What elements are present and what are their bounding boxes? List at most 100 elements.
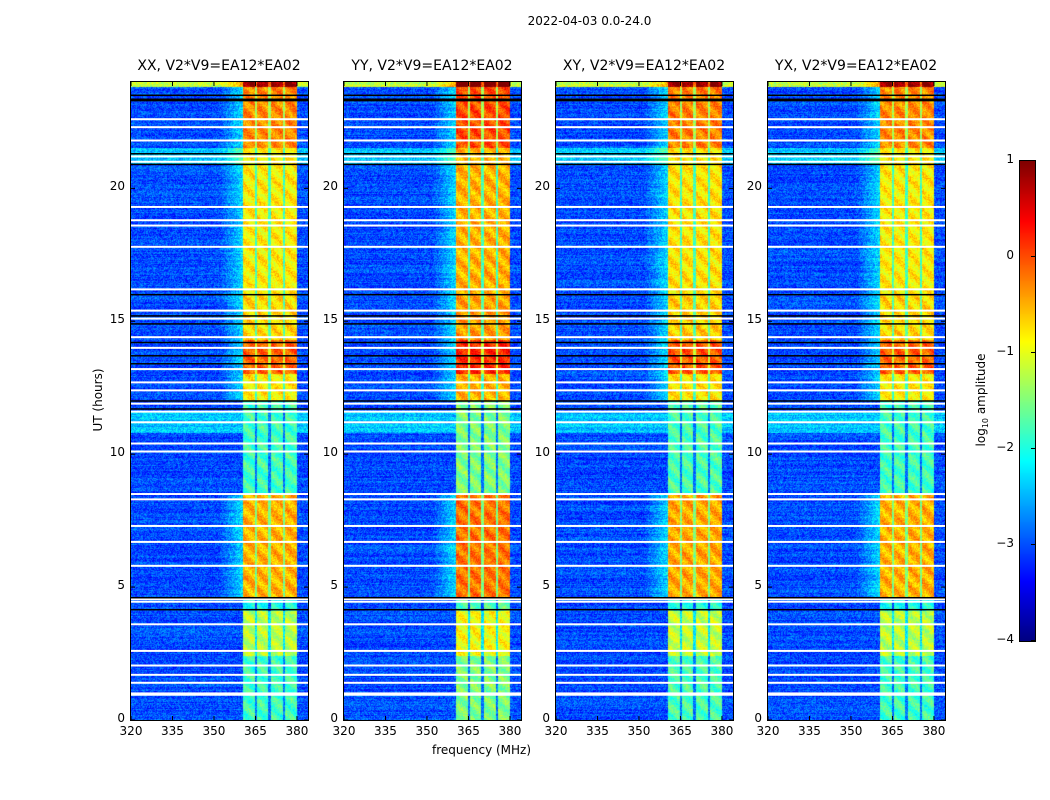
flagged-row-black — [344, 153, 521, 155]
flagged-row-black — [344, 363, 521, 365]
y-tick-label: 10 — [109, 445, 125, 460]
flagged-row-white — [344, 623, 521, 626]
heatmap-panel-2 — [555, 81, 734, 721]
flagged-row-white — [768, 664, 945, 667]
heatmap-panel-3 — [767, 81, 946, 721]
flagged-row-white — [556, 288, 733, 291]
flagged-row-white — [768, 346, 945, 349]
colorbar-tick-label: −1 — [996, 344, 1014, 358]
flagged-row-black — [344, 400, 521, 402]
flagged-row-white — [344, 126, 521, 129]
y-tick-label: 15 — [534, 312, 550, 327]
flagged-row-black — [131, 98, 308, 101]
flagged-row-white — [131, 346, 308, 349]
flagged-row-white — [344, 389, 521, 392]
flagged-row-white — [556, 664, 733, 667]
flagged-row-white — [768, 126, 945, 129]
y-tick-label: 15 — [746, 312, 762, 327]
flagged-row-black — [131, 315, 308, 317]
y-tick-label: 0 — [542, 711, 550, 725]
flagged-row-white — [344, 598, 521, 601]
flagged-row-white — [768, 368, 945, 371]
flagged-row-white — [556, 219, 733, 222]
flagged-row-white — [556, 368, 733, 371]
flagged-row-white — [768, 524, 945, 527]
flagged-row-white — [131, 524, 308, 527]
flagged-row-white — [131, 118, 308, 121]
flagged-row-white — [131, 564, 308, 567]
flagged-row-black — [556, 293, 733, 296]
flagged-row-white — [768, 139, 945, 142]
flagged-row-white — [768, 205, 945, 208]
flagged-row-white — [131, 224, 308, 227]
flagged-row-black — [131, 596, 308, 599]
x-tick-label: 365 — [669, 724, 692, 738]
flagged-row-black — [768, 408, 945, 410]
flagged-row-black — [131, 99, 308, 102]
flagged-row-black — [556, 408, 733, 410]
flagged-row-white — [768, 288, 945, 291]
flagged-row-white — [131, 410, 308, 413]
flagged-row-white — [131, 288, 308, 291]
flagged-row-white — [344, 368, 521, 371]
flagged-row-white — [131, 600, 308, 603]
colorbar-tick-label: −4 — [996, 632, 1014, 646]
flagged-row-white — [768, 402, 945, 405]
y-tick-label: 5 — [117, 578, 125, 593]
flagged-row-white — [556, 402, 733, 405]
flagged-row-white — [344, 317, 521, 320]
colorbar-tick-mark — [1031, 160, 1035, 161]
flagged-row-white — [344, 288, 521, 291]
y-tick-label: 0 — [754, 711, 762, 725]
panel-title: XX, V2*V9=EA12*EA02 — [137, 58, 301, 74]
x-tick-label: 350 — [627, 724, 651, 738]
flagged-row-black — [131, 323, 308, 325]
colorbar-tick-label: −3 — [996, 536, 1014, 550]
flagged-row-white — [344, 205, 521, 208]
y-tick-label: 5 — [330, 578, 338, 593]
flagged-row-white — [556, 309, 733, 312]
flagged-row-white — [556, 381, 733, 384]
flagged-row-white — [131, 309, 308, 312]
colorbar-tick-label: 0 — [1006, 248, 1014, 262]
panel-title: XY, V2*V9=EA12*EA02 — [562, 58, 726, 74]
flagged-row-white — [344, 564, 521, 567]
flagged-row-black — [768, 315, 945, 317]
flagged-row-black — [344, 608, 521, 611]
flagged-row-white — [344, 346, 521, 349]
flagged-row-white — [131, 493, 308, 496]
flagged-row-black — [556, 163, 733, 166]
flagged-row-white — [556, 205, 733, 208]
flagged-row-black — [556, 363, 733, 365]
flagged-row-black — [344, 315, 521, 317]
flagged-row-black — [768, 363, 945, 365]
flagged-row-white — [556, 600, 733, 603]
flagged-row-white — [344, 402, 521, 405]
flagged-row-white — [768, 224, 945, 227]
flagged-row-white — [768, 564, 945, 567]
flagged-row-white — [556, 160, 733, 163]
flagged-row-black — [131, 153, 308, 155]
flagged-row-white — [768, 692, 945, 695]
flagged-row-white — [768, 649, 945, 652]
flagged-row-black — [131, 608, 308, 611]
flagged-row-black — [344, 94, 521, 97]
x-tick-label: 350 — [839, 724, 863, 738]
flagged-row-white — [131, 155, 308, 158]
x-tick-label: 335 — [798, 724, 821, 738]
flagged-row-white — [556, 389, 733, 392]
flagged-row-white — [768, 493, 945, 496]
flagged-row-black — [131, 341, 308, 344]
heatmap-panel-0 — [130, 81, 309, 721]
y-tick-label: 0 — [330, 711, 338, 725]
flagged-row-black — [344, 323, 521, 325]
flagged-row-white — [131, 336, 308, 339]
flagged-row-black — [768, 596, 945, 599]
flagged-row-white — [556, 450, 733, 453]
colorbar-tick-mark — [1031, 448, 1035, 449]
flagged-row-white — [131, 681, 308, 684]
flagged-row-black — [768, 355, 945, 357]
flagged-row-white — [131, 421, 308, 424]
y-tick-label: 15 — [109, 312, 125, 327]
y-tick-label: 20 — [322, 179, 338, 194]
